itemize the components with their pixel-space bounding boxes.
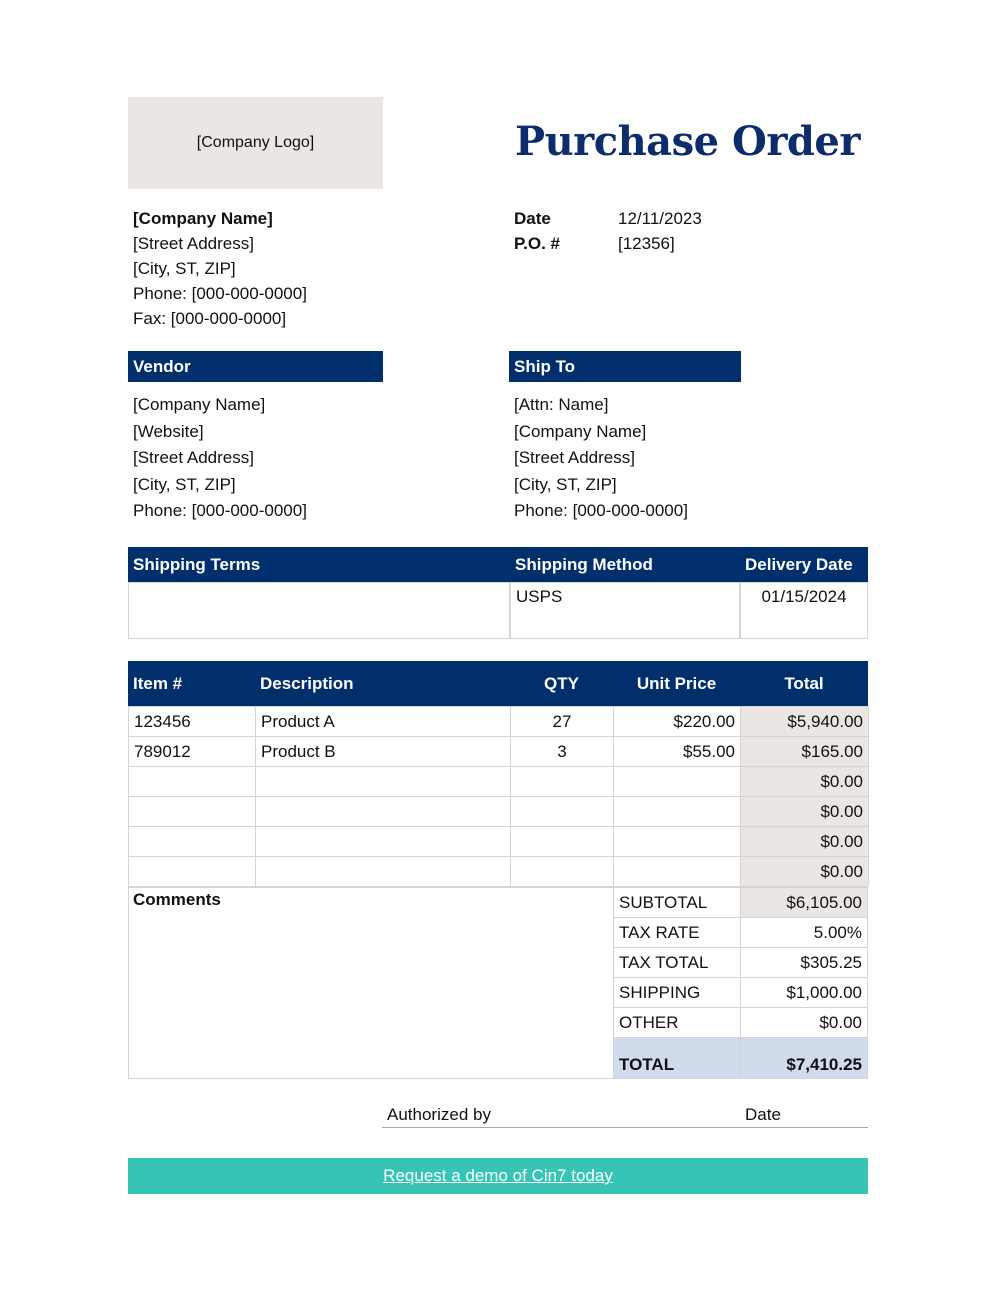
shipping-header: Shipping Method <box>515 555 653 574</box>
summary-value: $1,000.00 <box>740 977 868 1008</box>
total-value: $7,410.25 <box>740 1037 868 1079</box>
shipping-value-cell[interactable] <box>128 582 510 639</box>
summary-value[interactable]: 5.00% <box>740 917 868 948</box>
summary-value: $6,105.00 <box>740 887 868 918</box>
items-header: Item # <box>133 674 183 693</box>
items-header: QTY <box>544 674 579 693</box>
summary-label: OTHER <box>613 1007 741 1038</box>
item-cell: $0.00 <box>740 766 869 797</box>
item-cell[interactable]: $55.00 <box>613 736 741 767</box>
shipping-header: Delivery Date <box>745 555 853 574</box>
item-cell[interactable] <box>510 826 614 857</box>
item-cell[interactable]: $220.00 <box>613 706 741 737</box>
ship-to-heading: Ship To <box>509 351 741 382</box>
company-city: [City, ST, ZIP] <box>133 259 236 278</box>
shipping-value-cell[interactable]: 01/15/2024 <box>740 582 868 639</box>
item-cell[interactable] <box>613 766 741 797</box>
shipping-header-bar <box>128 547 868 582</box>
total-label: TOTAL <box>613 1037 741 1079</box>
company-phone: Phone: [000-000-0000] <box>133 284 307 303</box>
item-cell[interactable]: 789012 <box>128 736 256 767</box>
item-cell[interactable] <box>255 796 511 827</box>
item-cell[interactable] <box>510 856 614 887</box>
item-cell[interactable]: 123456 <box>128 706 256 737</box>
summary-label: TAX RATE <box>613 917 741 948</box>
items-header: Description <box>260 674 354 693</box>
signature-date-label: Date <box>745 1105 781 1124</box>
items-header: Unit Price <box>636 674 717 693</box>
ship-to-line: [Attn: Name] <box>514 395 609 414</box>
vendor-line: [City, ST, ZIP] <box>133 474 236 494</box>
summary-label: SUBTOTAL <box>613 887 741 918</box>
item-cell[interactable] <box>255 856 511 887</box>
summary-value: $305.25 <box>740 947 868 978</box>
vendor-line: [Street Address] <box>133 448 254 467</box>
summary-label: TAX TOTAL <box>613 947 741 978</box>
item-cell[interactable]: 27 <box>510 706 614 737</box>
ship-to-line: [City, ST, ZIP] <box>514 474 617 494</box>
items-header: Total <box>784 674 824 693</box>
item-cell: $165.00 <box>740 736 869 767</box>
shipping-value-cell[interactable]: USPS <box>510 582 740 639</box>
items-header-bar <box>128 661 868 706</box>
authorized-by-label: Authorized by <box>387 1105 491 1124</box>
item-cell: $0.00 <box>740 856 869 887</box>
item-cell[interactable] <box>613 826 741 857</box>
vendor-line: [Company Name] <box>133 395 266 414</box>
comments-label: Comments <box>133 890 221 909</box>
item-cell: $5,940.00 <box>740 706 869 737</box>
summary-value: $0.00 <box>740 1007 868 1038</box>
company-fax: Fax: [000-000-0000] <box>133 309 287 328</box>
ship-to-line: Phone: [000-000-0000] <box>514 501 688 520</box>
item-cell[interactable] <box>613 796 741 827</box>
signature-line <box>382 1127 868 1128</box>
po-value: [12356] <box>618 234 675 253</box>
cta-banner: Request a demo of Cin7 today <box>128 1158 868 1194</box>
page-title: Purchase Order <box>515 118 860 165</box>
logo-text: [Company Logo] <box>196 134 315 151</box>
vendor-heading: Vendor <box>128 351 383 382</box>
date-label: Date <box>514 209 551 228</box>
item-cell[interactable]: 3 <box>510 736 614 767</box>
item-cell[interactable] <box>255 766 511 797</box>
ship-to-line: [Street Address] <box>514 448 635 467</box>
item-cell[interactable]: Product A <box>255 706 511 737</box>
company-street: [Street Address] <box>133 234 254 253</box>
item-cell[interactable]: Product B <box>255 736 511 767</box>
comments-box[interactable] <box>128 887 614 1079</box>
item-cell[interactable] <box>128 796 256 827</box>
item-cell[interactable] <box>510 766 614 797</box>
item-cell[interactable] <box>128 856 256 887</box>
vendor-line: Phone: [000-000-0000] <box>133 501 307 520</box>
vendor-line: [Website] <box>133 421 204 441</box>
item-cell: $0.00 <box>740 826 869 857</box>
ship-to-line: [Company Name] <box>514 421 647 441</box>
po-label: P.O. # <box>514 234 560 253</box>
request-demo-link[interactable]: Request a demo of Cin7 today <box>383 1166 613 1185</box>
item-cell[interactable] <box>613 856 741 887</box>
company-logo-placeholder: [Company Logo] <box>128 97 383 189</box>
item-cell[interactable] <box>255 826 511 857</box>
summary-label: SHIPPING <box>613 977 741 1008</box>
item-cell[interactable] <box>128 826 256 857</box>
company-name: [Company Name] <box>133 209 273 228</box>
date-value: 12/11/2023 <box>618 209 702 228</box>
item-cell: $0.00 <box>740 796 869 827</box>
item-cell[interactable] <box>510 796 614 827</box>
shipping-header: Shipping Terms <box>133 555 261 574</box>
item-cell[interactable] <box>128 766 256 797</box>
